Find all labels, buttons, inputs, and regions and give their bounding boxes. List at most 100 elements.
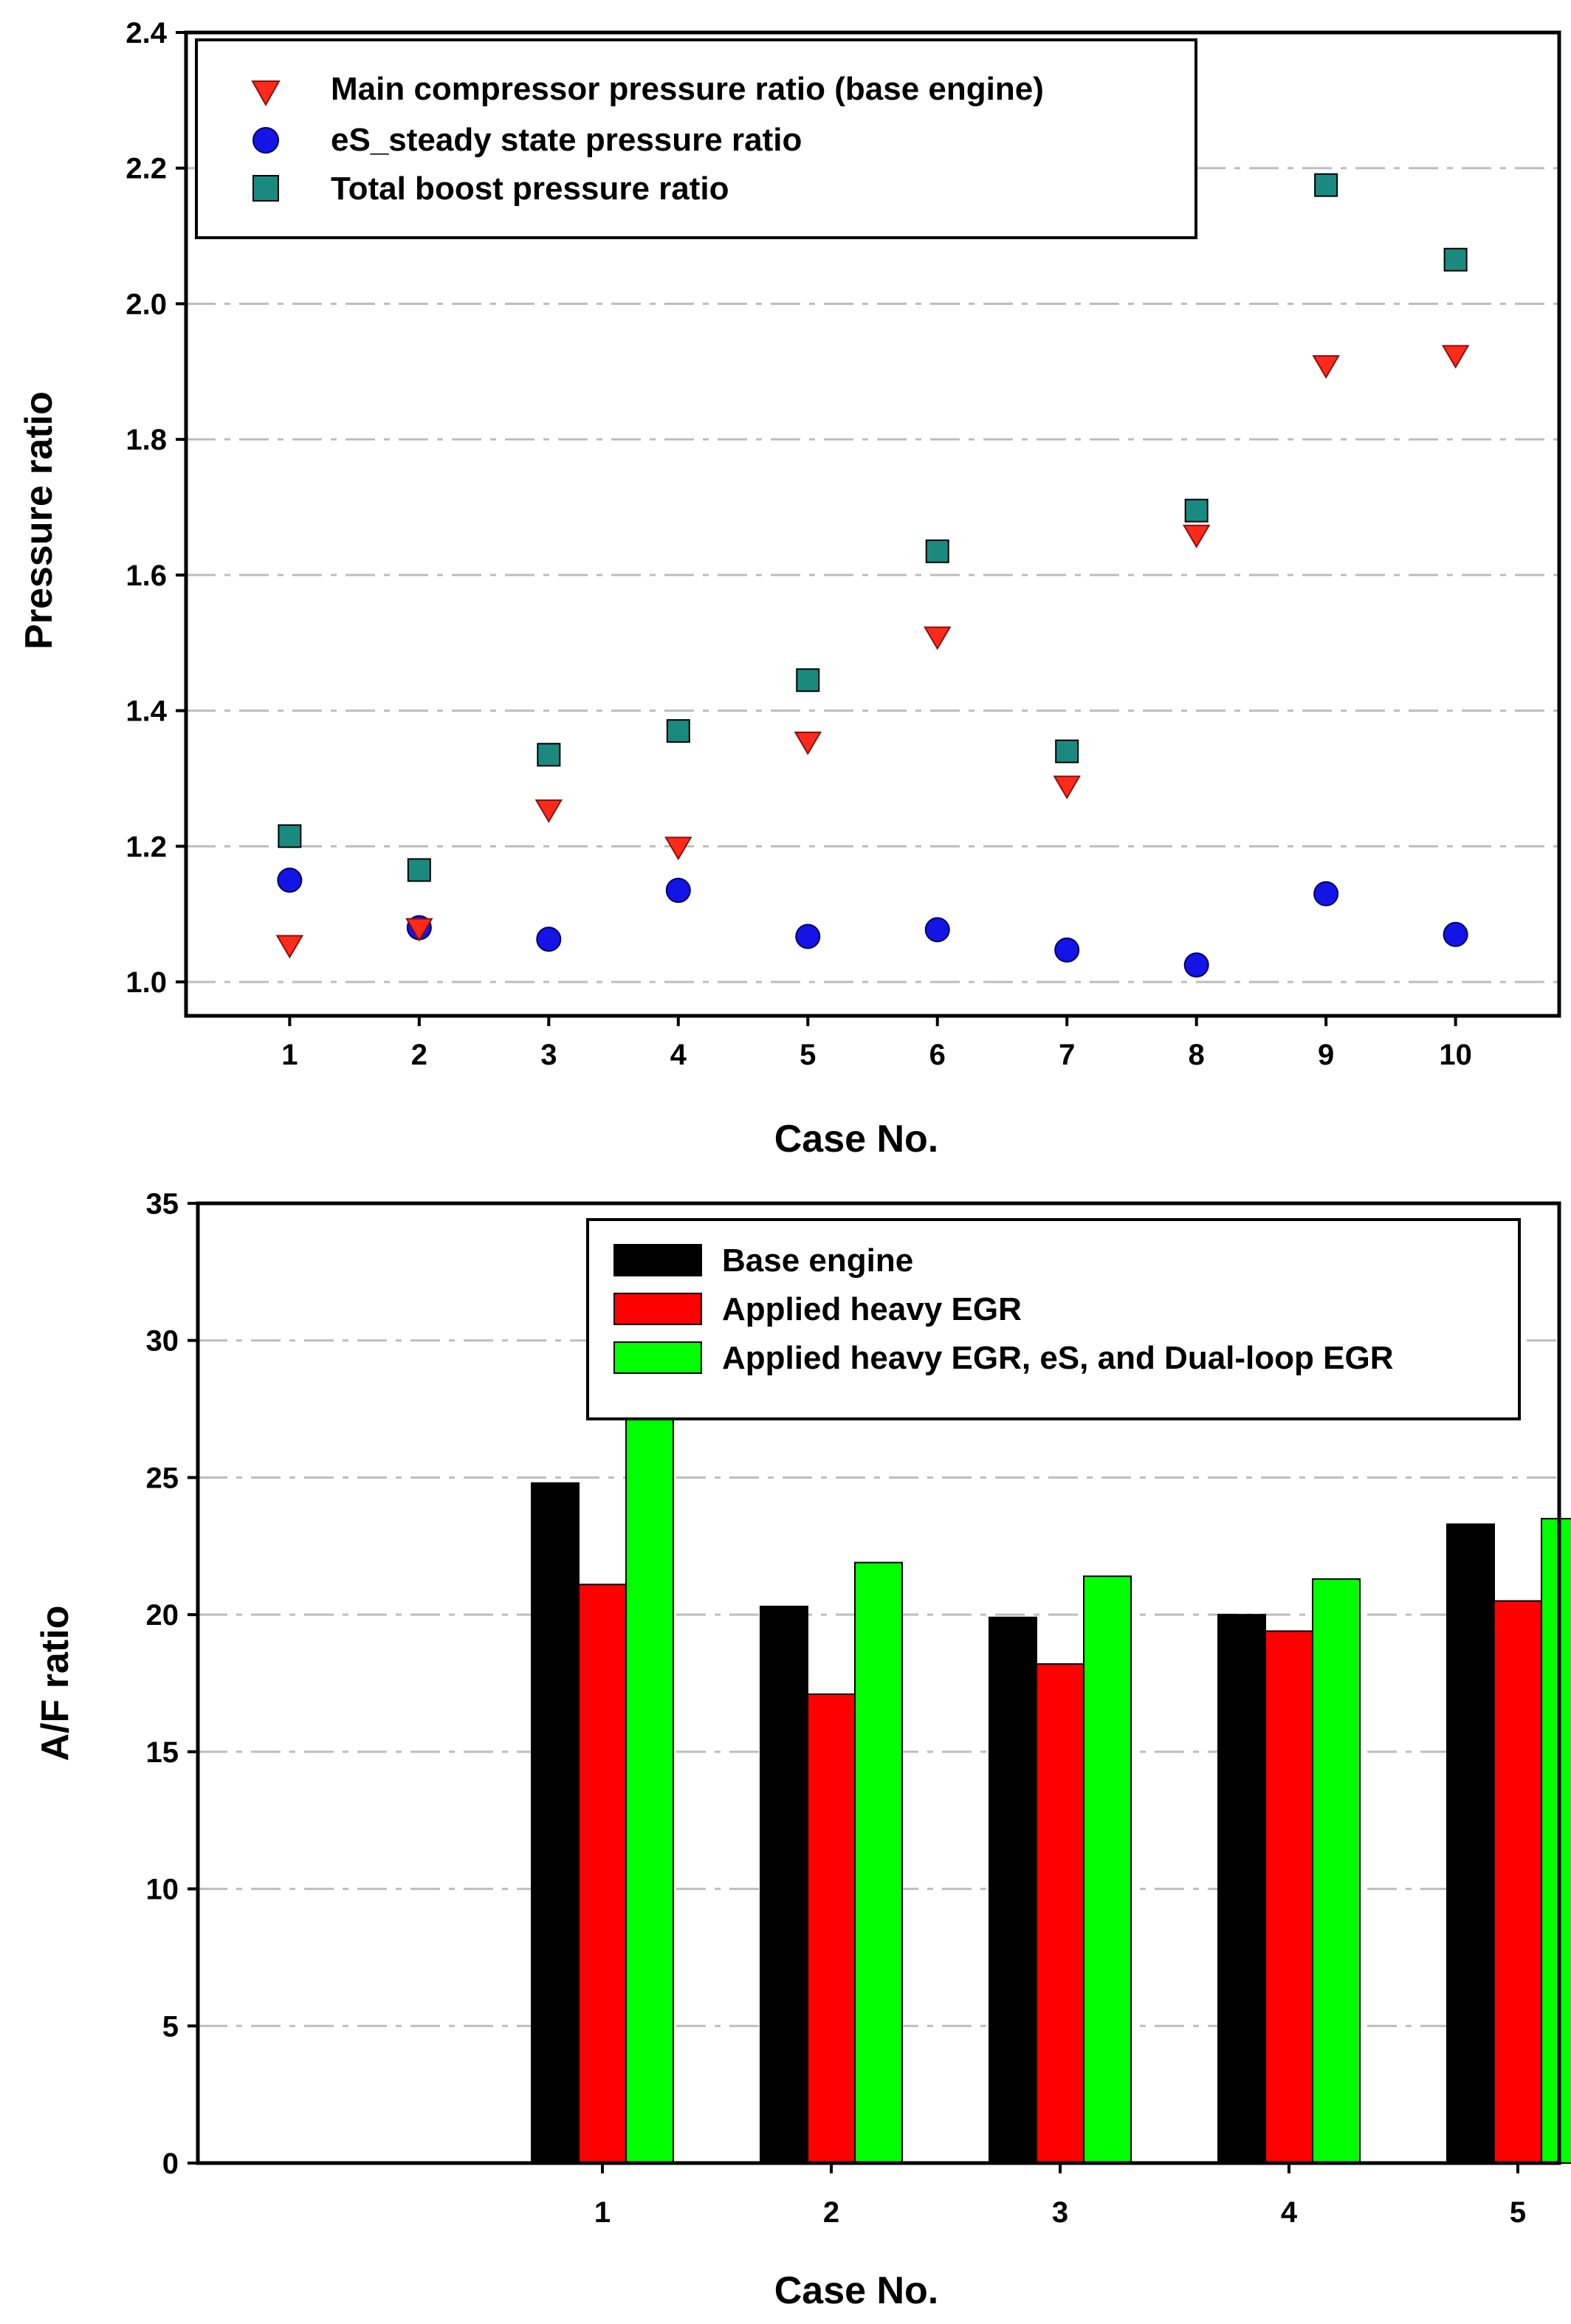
legend-circle-marker <box>252 127 279 154</box>
af-x-tick-label: 2 <box>823 2196 839 2229</box>
pressure-x-tick-label: 2 <box>411 1039 427 1071</box>
es-steady-state-point <box>1443 921 1468 947</box>
af-x-tick-label: 3 <box>1052 2196 1068 2229</box>
pressure-x-ticks: 1 2 3 4 5 6 7 8 9 10 <box>281 1016 1472 1071</box>
total-boost-point <box>1443 247 1468 272</box>
total-boost-point <box>278 824 302 848</box>
main-compressor-point <box>923 626 952 650</box>
af-bar <box>1083 1575 1132 2164</box>
pressure-legend-box <box>195 38 1197 239</box>
pressure-y-tick-label: 2.0 <box>126 288 167 320</box>
total-boost-point <box>1184 498 1209 523</box>
af-x-ticks: 1 2 3 4 5 <box>594 2163 1526 2229</box>
af-x-axis-title: Case No. <box>774 2269 939 2312</box>
af-y-tick-label: 25 <box>146 1462 179 1494</box>
pressure-y-tick-label: 1.6 <box>126 560 167 592</box>
main-compressor-point <box>1312 355 1340 379</box>
pressure-x-tick-label: 9 <box>1318 1039 1334 1071</box>
legend-square-marker <box>252 175 279 202</box>
total-boost-point <box>1055 739 1079 763</box>
legend-swatch-base-engine <box>613 1244 702 1276</box>
pressure-y-tick-label: 1.0 <box>126 966 167 999</box>
af-bar <box>1265 1630 1313 2164</box>
legend-label-heavy-egr: Applied heavy EGR <box>722 1291 1022 1327</box>
pressure-x-tick-label: 5 <box>800 1039 816 1071</box>
pressure-y-tick-label: 1.8 <box>126 424 167 456</box>
af-y-tick-label: 0 <box>162 2148 179 2180</box>
pressure-x-tick-label: 7 <box>1059 1039 1075 1071</box>
pressure-y-tick-label: 2.2 <box>126 153 167 185</box>
pressure-x-tick-label: 8 <box>1189 1039 1205 1071</box>
legend-label-heavy-egr-es-dual-loop: Applied heavy EGR, eS, and Dual-loop EGR <box>722 1340 1393 1376</box>
es-steady-state-point <box>277 867 303 893</box>
af-legend: Base engine Applied heavy EGR Applied he… <box>586 1218 1521 1420</box>
total-boost-point <box>537 743 561 767</box>
main-compressor-point <box>1053 775 1081 800</box>
af-bar <box>531 1482 580 2165</box>
af-y-tick-label: 35 <box>146 1188 179 1220</box>
af-bars <box>531 1416 1571 2165</box>
af-bar <box>854 1561 903 2165</box>
af-bar <box>807 1693 856 2165</box>
es-steady-state-point <box>795 924 821 949</box>
es-steady-state-point <box>1054 937 1080 963</box>
af-bar <box>1217 1614 1266 2164</box>
af-bar <box>1446 1523 1495 2165</box>
af-plot-frame <box>196 1201 1561 2165</box>
pressure-y-tick-label: 1.4 <box>126 695 167 728</box>
total-boost-point <box>407 858 431 882</box>
af-bar <box>989 1616 1037 2165</box>
pressure-grid <box>186 167 1559 983</box>
af-bar <box>760 1606 808 2164</box>
main-compressor-point <box>1182 524 1211 549</box>
main-compressor-point <box>405 918 433 942</box>
af-bar <box>1312 1578 1361 2165</box>
pressure-x-tick-label: 6 <box>929 1039 946 1071</box>
pressure-x-tick-label: 3 <box>540 1039 557 1071</box>
total-boost-point <box>796 668 820 692</box>
af-bar <box>1541 1518 1571 2164</box>
legend-label-total-boost: Total boost pressure ratio <box>331 171 729 207</box>
af-y-tick-label: 30 <box>146 1325 179 1358</box>
pressure-x-axis-title: Case No. <box>774 1118 939 1161</box>
pressure-ratio-chart: 1.0 1.2 1.4 1.6 1.8 2.0 2.2 2.4 1 2 3 4 5 6 7 8 9 10 Cas… <box>18 17 1561 1161</box>
af-bar <box>625 1416 674 2164</box>
af-y-tick-label: 15 <box>146 1736 179 1769</box>
main-compressor-point <box>534 799 563 823</box>
main-compressor-point <box>275 935 304 959</box>
af-bar <box>578 1584 627 2164</box>
pressure-marks <box>275 173 1470 978</box>
legend-label-base-engine: Base engine <box>722 1242 913 1279</box>
main-compressor-point <box>664 836 692 861</box>
af-y-axis-title: A/F ratio <box>34 1606 77 1761</box>
legend-swatch-heavy-egr <box>613 1293 702 1325</box>
pressure-x-tick-label: 4 <box>670 1039 687 1071</box>
es-steady-state-point <box>1313 881 1339 907</box>
af-x-tick-label: 5 <box>1510 2196 1526 2229</box>
pressure-x-tick-label: 10 <box>1439 1039 1472 1071</box>
es-steady-state-point <box>924 917 950 943</box>
pressure-y-tick-label: 2.4 <box>126 17 167 49</box>
af-y-tick-label: 5 <box>162 2010 179 2043</box>
af-y-ticks: 0 5 10 15 20 25 30 35 <box>146 1188 198 2180</box>
af-y-tick-label: 10 <box>146 1874 179 1906</box>
legend-triangle-marker <box>251 80 281 107</box>
af-y-tick-label: 20 <box>146 1599 179 1632</box>
af-bar <box>1036 1663 1084 2164</box>
es-steady-state-point <box>1183 952 1209 978</box>
total-boost-point <box>1314 173 1338 197</box>
pressure-y-axis-title: Pressure ratio <box>18 391 61 650</box>
main-compressor-point <box>1441 345 1470 369</box>
legend-label-es-steady-state: eS_steady state pressure ratio <box>331 122 802 158</box>
main-compressor-point <box>794 731 822 755</box>
af-x-tick-label: 4 <box>1281 2196 1298 2229</box>
pressure-legend: Main compressor pressure ratio (base eng… <box>195 38 1197 239</box>
pressure-plot-frame <box>184 30 1561 1018</box>
pressure-x-tick-label: 1 <box>281 1039 298 1071</box>
es-steady-state-point <box>536 926 562 952</box>
pressure-y-tick-label: 1.2 <box>126 831 167 863</box>
legend-swatch-heavy-egr-es-dual-loop <box>613 1341 702 1374</box>
pressure-y-ticks: 1.0 1.2 1.4 1.6 1.8 2.0 2.2 2.4 <box>126 17 186 999</box>
